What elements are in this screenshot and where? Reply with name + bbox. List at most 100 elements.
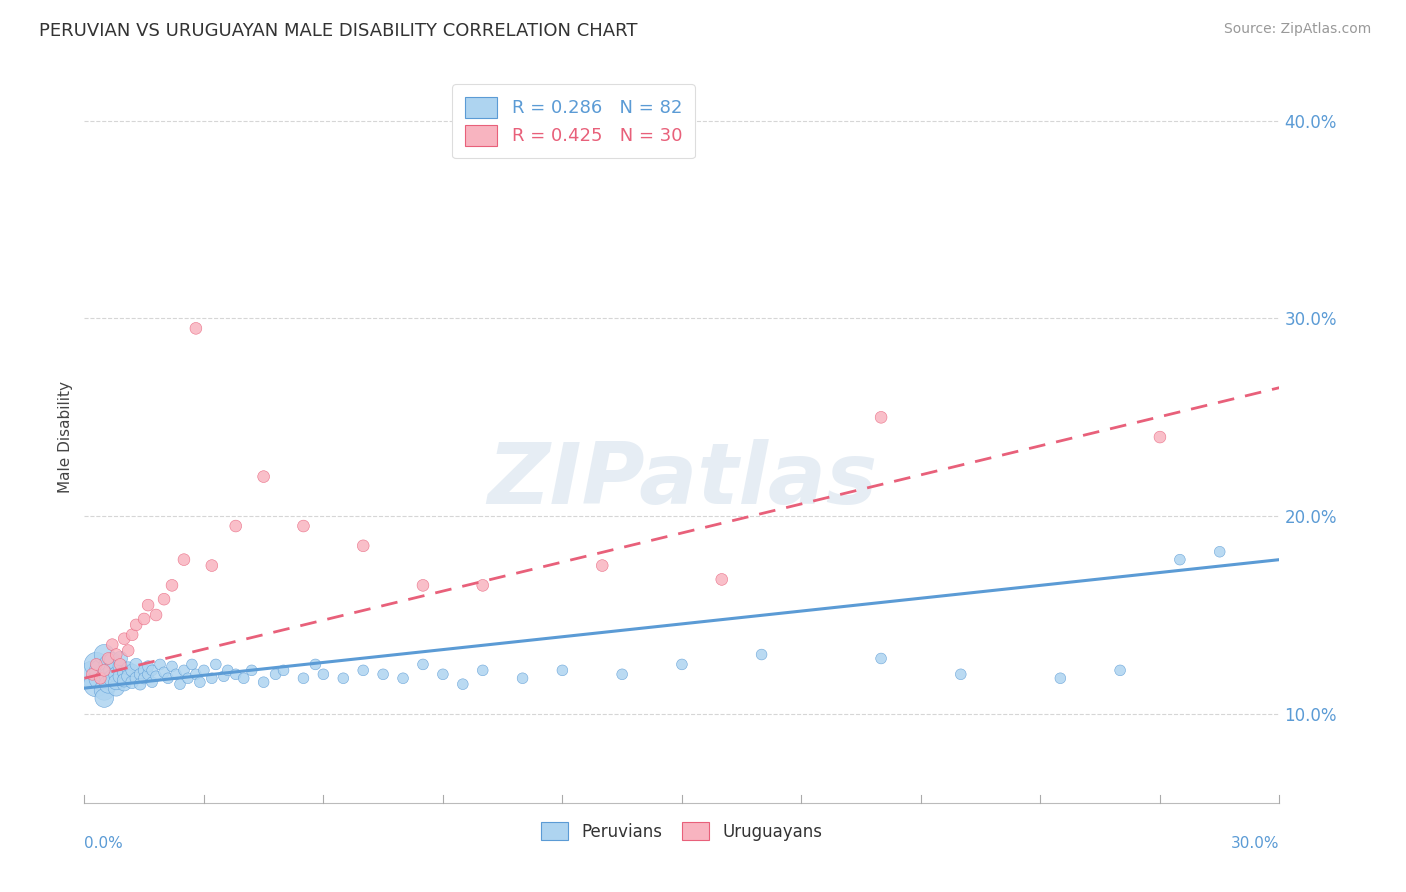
Point bbox=[201, 558, 224, 573]
Point bbox=[304, 657, 326, 672]
Point bbox=[232, 671, 254, 685]
Point bbox=[412, 657, 434, 672]
Point bbox=[110, 657, 132, 672]
Point bbox=[1149, 430, 1171, 444]
Point bbox=[188, 675, 211, 690]
Point bbox=[1168, 552, 1191, 566]
Point bbox=[181, 657, 204, 672]
Point bbox=[117, 661, 139, 675]
Point bbox=[86, 657, 108, 672]
Text: ZIPatlas: ZIPatlas bbox=[486, 440, 877, 523]
Point bbox=[1109, 664, 1132, 678]
Text: 0.0%: 0.0% bbox=[84, 836, 124, 851]
Point bbox=[89, 671, 111, 685]
Point bbox=[551, 664, 574, 678]
Point bbox=[292, 671, 315, 685]
Point bbox=[193, 664, 215, 678]
Point bbox=[352, 664, 374, 678]
Point bbox=[352, 539, 374, 553]
Point bbox=[412, 578, 434, 592]
Point bbox=[225, 667, 247, 681]
Point bbox=[125, 657, 148, 672]
Point bbox=[145, 607, 167, 622]
Point bbox=[121, 664, 143, 678]
Point bbox=[129, 667, 152, 681]
Point bbox=[1209, 545, 1232, 559]
Point bbox=[184, 667, 207, 681]
Point bbox=[121, 628, 143, 642]
Point bbox=[89, 671, 111, 685]
Point bbox=[89, 664, 111, 678]
Y-axis label: Male Disability: Male Disability bbox=[58, 381, 73, 493]
Point bbox=[105, 681, 128, 695]
Point bbox=[110, 669, 132, 683]
Point bbox=[105, 675, 128, 690]
Point bbox=[173, 552, 195, 566]
Point bbox=[949, 667, 972, 681]
Point bbox=[105, 667, 128, 681]
Point bbox=[205, 657, 228, 672]
Point bbox=[471, 578, 494, 592]
Point bbox=[312, 667, 335, 681]
Point bbox=[173, 664, 195, 678]
Point bbox=[1049, 671, 1071, 685]
Point bbox=[264, 667, 287, 681]
Point bbox=[165, 667, 187, 681]
Point bbox=[149, 657, 172, 672]
Text: 30.0%: 30.0% bbox=[1232, 836, 1279, 851]
Point bbox=[132, 671, 156, 685]
Point bbox=[273, 664, 295, 678]
Point bbox=[870, 410, 893, 425]
Point bbox=[169, 677, 191, 691]
Legend: Peruvians, Uruguayans: Peruvians, Uruguayans bbox=[533, 814, 831, 849]
Point bbox=[292, 519, 315, 533]
Point bbox=[671, 657, 693, 672]
Point bbox=[132, 664, 156, 678]
Point bbox=[112, 673, 135, 688]
Point bbox=[125, 618, 148, 632]
Point bbox=[136, 598, 159, 612]
Point bbox=[97, 657, 120, 672]
Point bbox=[201, 671, 224, 685]
Point bbox=[132, 612, 156, 626]
Point bbox=[512, 671, 534, 685]
Point bbox=[93, 683, 115, 698]
Point bbox=[451, 677, 474, 691]
Point bbox=[153, 665, 176, 680]
Point bbox=[177, 671, 200, 685]
Point bbox=[101, 664, 124, 678]
Point bbox=[870, 651, 893, 665]
Point bbox=[110, 659, 132, 673]
Point bbox=[157, 671, 180, 685]
Point bbox=[212, 669, 235, 683]
Point bbox=[86, 657, 108, 672]
Point bbox=[145, 669, 167, 683]
Point bbox=[240, 664, 263, 678]
Point bbox=[125, 671, 148, 685]
Point bbox=[112, 632, 135, 646]
Point bbox=[112, 677, 135, 691]
Point bbox=[153, 592, 176, 607]
Point bbox=[612, 667, 634, 681]
Point bbox=[112, 665, 135, 680]
Point bbox=[121, 675, 143, 690]
Point bbox=[591, 558, 613, 573]
Point bbox=[129, 677, 152, 691]
Point bbox=[432, 667, 454, 681]
Point bbox=[710, 573, 733, 587]
Point bbox=[101, 653, 124, 667]
Point bbox=[117, 669, 139, 683]
Point bbox=[97, 669, 120, 683]
Text: PERUVIAN VS URUGUAYAN MALE DISABILITY CORRELATION CHART: PERUVIAN VS URUGUAYAN MALE DISABILITY CO… bbox=[39, 22, 638, 40]
Point bbox=[93, 664, 115, 678]
Point bbox=[93, 648, 115, 662]
Point bbox=[141, 675, 163, 690]
Point bbox=[141, 664, 163, 678]
Point bbox=[332, 671, 354, 685]
Point bbox=[110, 651, 132, 665]
Point bbox=[373, 667, 395, 681]
Point bbox=[82, 667, 104, 681]
Point bbox=[253, 675, 276, 690]
Text: Source: ZipAtlas.com: Source: ZipAtlas.com bbox=[1223, 22, 1371, 37]
Point bbox=[136, 667, 159, 681]
